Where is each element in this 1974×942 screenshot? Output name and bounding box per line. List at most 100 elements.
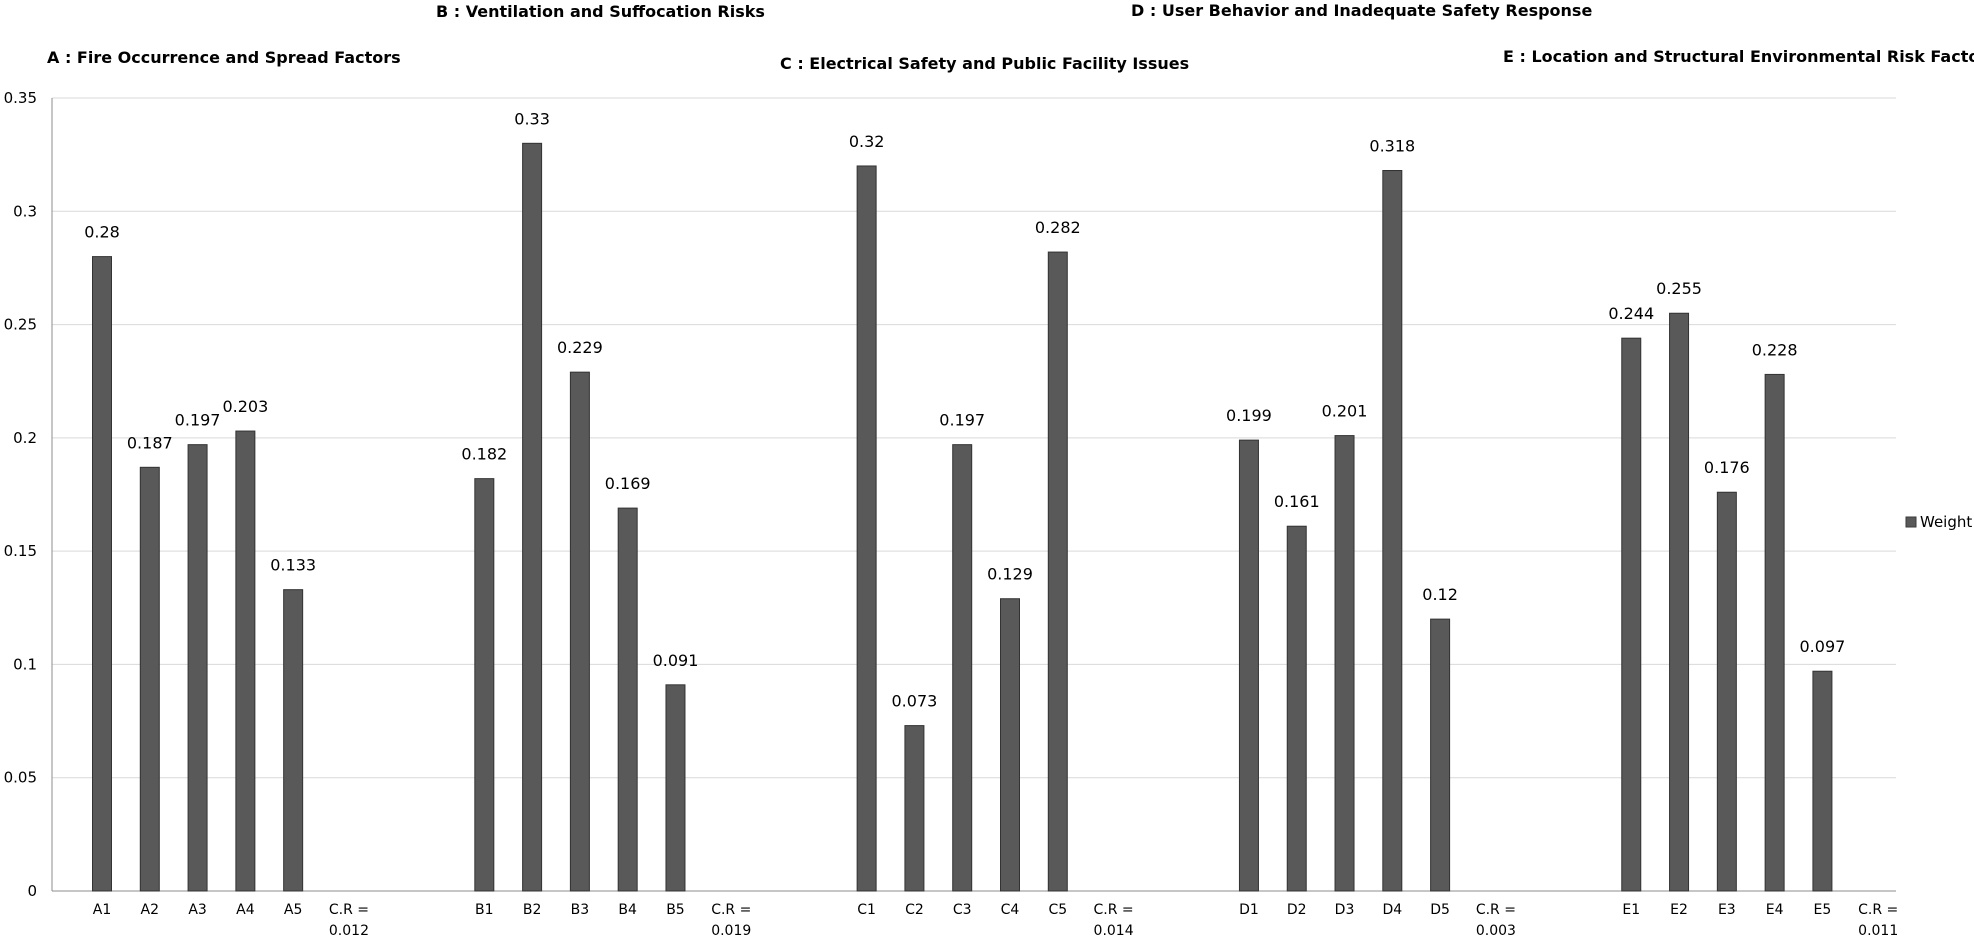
y-tick-label: 0.05 [4,769,37,787]
cr-value: 0.012 [329,923,369,939]
data-label: 0.097 [1800,637,1846,656]
bar-e2 [1669,312,1690,892]
y-tick-label: 0 [27,882,37,900]
x-tick-label: E4 [1766,902,1784,918]
data-label: 0.244 [1608,304,1654,323]
x-tick-label: C1 [857,902,876,918]
title-e: E : Location and Structural Environmenta… [1503,47,1974,66]
title-b: B : Ventilation and Suffocation Risks [436,2,765,21]
bar-d3 [1334,435,1355,892]
bar-a1 [92,256,112,892]
x-tick-label: D5 [1430,902,1450,918]
x-tick-label: A4 [236,902,255,918]
x-tick-label: C2 [905,902,924,918]
bar-a5 [283,589,304,892]
x-tick-label: D3 [1335,902,1355,918]
bar-d4 [1382,170,1403,892]
bar-c1 [856,165,877,892]
x-tick-label: B5 [666,902,685,918]
x-tick-label: B4 [618,902,637,918]
x-tick-label: C3 [953,902,972,918]
legend-label: Weight [1920,513,1972,531]
data-label: 0.133 [270,556,316,575]
bar-e4 [1764,373,1785,892]
cr-label: C.R = [329,902,369,918]
data-label: 0.229 [557,338,603,357]
bar-b2 [522,142,543,892]
y-tick-label: 0.35 [4,89,37,107]
bar-c3 [952,444,973,892]
bar-c5 [1047,251,1068,892]
data-label: 0.197 [175,411,221,430]
bar-d1 [1238,439,1259,892]
bar-c4 [1000,598,1020,892]
x-tick-label: E3 [1718,902,1736,918]
data-label: 0.33 [514,109,550,128]
title-d: D : User Behavior and Inadequate Safety … [1131,1,1592,20]
title-c: C : Electrical Safety and Public Facilit… [780,54,1189,73]
x-tick-label: B3 [571,902,590,918]
data-label: 0.201 [1322,402,1368,421]
bar-e5 [1812,670,1833,892]
bar-b1 [474,478,495,892]
x-tick-label: A5 [284,902,302,918]
y-tick-label: 0.25 [4,316,37,334]
cr-label: C.R = [711,902,751,918]
bar-e3 [1716,491,1737,892]
x-tick-label: A2 [141,902,159,918]
x-tick-label: D2 [1287,902,1307,918]
y-tick-label: 0.3 [13,202,37,220]
data-label: 0.129 [987,565,1033,584]
data-label: 0.282 [1035,218,1081,237]
data-label: 0.091 [653,651,699,670]
data-label: 0.197 [939,411,985,430]
x-tick-label: A1 [93,902,111,918]
y-tick-label: 0.1 [13,655,37,673]
bar-c2 [904,725,925,892]
x-tick-label: E1 [1622,902,1640,918]
cr-label: C.R = [1094,902,1134,918]
legend: Weight [1905,513,1972,531]
data-label: 0.12 [1422,585,1458,604]
y-tick-label: 0.2 [13,429,37,447]
y-tick-label: 0.15 [4,542,37,560]
x-tick-label: C4 [1001,902,1020,918]
bar-a3 [187,444,208,892]
data-label: 0.318 [1369,137,1415,156]
x-tick-label: D4 [1382,902,1402,918]
bar-b5 [665,684,686,892]
cr-value: 0.011 [1858,923,1898,939]
data-label: 0.203 [222,397,268,416]
cr-value: 0.014 [1094,923,1134,939]
bar-b3 [569,371,590,892]
cr-value: 0.019 [711,923,751,939]
bar-d2 [1286,525,1307,892]
bar-a2 [139,466,160,892]
data-label: 0.187 [127,433,173,452]
data-label: 0.176 [1704,458,1750,477]
cr-label: C.R = [1858,902,1898,918]
data-label: 0.228 [1752,340,1798,359]
cr-value: 0.003 [1476,923,1516,939]
x-tick-label: D1 [1239,902,1259,918]
bar-d5 [1430,618,1451,892]
data-label: 0.32 [849,132,885,151]
bars [92,142,1833,892]
data-label: 0.255 [1656,279,1702,298]
bar-e1 [1621,337,1642,892]
legend-swatch [1905,516,1917,528]
data-label: 0.28 [84,223,120,242]
cr-label: C.R = [1476,902,1516,918]
bar-a4 [235,430,256,892]
x-tick-label: E2 [1670,902,1688,918]
labels: 0 0.05 0.1 0.15 0.2 0.25 0.3 0.35 0.28 A1 0.187 A2 0… [4,89,1899,939]
x-tick-label: C5 [1048,902,1067,918]
data-label: 0.182 [461,445,507,464]
x-tick-label: A3 [188,902,206,918]
data-label: 0.169 [605,474,651,493]
bar-b4 [617,507,638,892]
data-label: 0.199 [1226,406,1272,425]
x-tick-label: E5 [1814,902,1832,918]
x-tick-label: B2 [523,902,542,918]
